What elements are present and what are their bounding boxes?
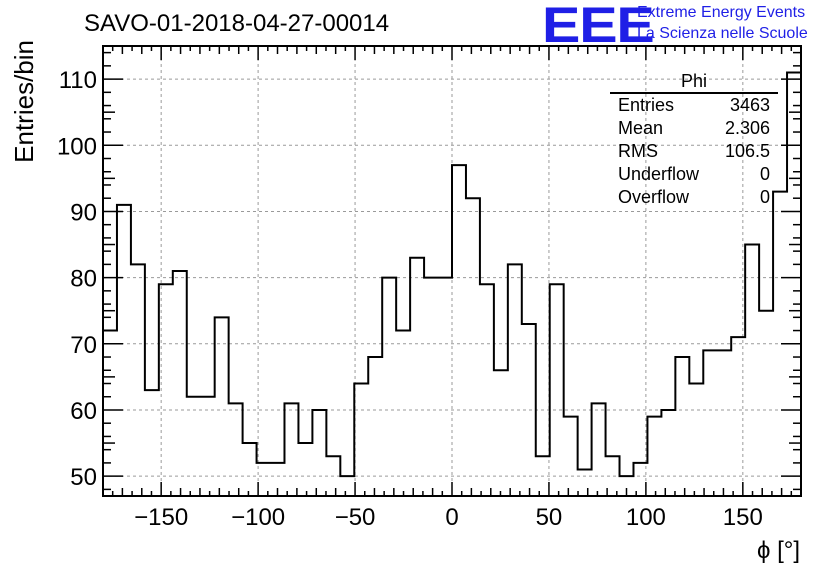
histogram-bin [522,324,536,496]
stats-label: Entries [618,95,675,115]
stats-value: 0 [759,187,770,207]
y-tick-label: 110 [59,67,97,94]
histogram-bin [759,311,773,496]
stats-label: RMS [618,141,658,161]
histogram-bin [438,278,452,496]
x-tick-label: −150 [134,504,188,531]
logo-line-2: La Scienza nelle Scuole [637,25,808,42]
eee-logo: EEE [542,0,655,53]
histogram-bin [159,284,173,496]
histogram-bin [550,284,564,496]
y-tick-label: 70 [70,332,97,359]
histogram-bin [787,72,801,496]
histogram-bin [620,476,634,496]
y-tick-label: 100 [57,133,97,160]
stats-label: Underflow [618,164,700,184]
histogram-bin [731,337,745,496]
stats-row-entries: Entries 3463 [610,94,778,117]
y-tick-label: 60 [70,398,97,425]
stats-value: 2.306 [724,118,770,138]
x-tick-label: 50 [536,504,563,531]
stats-value: 0 [759,164,770,184]
histogram-bin [606,456,620,496]
histogram-bin [243,443,257,496]
histogram-bin [480,284,494,496]
histogram-bin [187,397,201,496]
x-tick-label: 0 [445,504,458,531]
x-tick-label: −100 [231,504,285,531]
histogram-bin [578,470,592,496]
y-tick-label: 90 [70,199,97,226]
stats-title: Phi [610,70,778,94]
x-tick-labels: −150 −100 −50 0 50 100 150 [134,504,763,531]
histogram-bin [661,410,675,496]
x-tick-label: 150 [723,504,763,531]
stats-row-underflow: Underflow 0 [610,163,778,186]
x-tick-label: −50 [335,504,376,531]
histogram-bin [326,456,340,496]
histogram-bin [382,278,396,496]
histogram-bin [773,192,787,496]
histogram-bin [312,410,326,496]
histogram-bin [703,350,717,496]
stats-value: 106.5 [724,141,770,161]
stats-row-mean: Mean 2.306 [610,117,778,140]
stats-box: Phi Entries 3463 Mean 2.306 RMS 106.5 Un… [610,70,778,209]
histogram-bin [633,463,647,496]
stats-label: Mean [618,118,664,138]
histogram-bin [284,403,298,496]
histogram-bin [368,357,382,496]
stats-value: 3463 [729,95,770,115]
histogram-bin [592,403,606,496]
histogram-bin [745,245,759,496]
histogram-bin [117,205,131,496]
histogram-bin [396,331,410,496]
histogram-bin [424,278,438,496]
histogram-bin [564,417,578,496]
histogram-bin [257,463,271,496]
y-tick-label: 80 [70,266,97,293]
axis-ticks [103,46,801,496]
histogram-bin [271,463,285,496]
y-tick-label: 50 [70,464,97,491]
histogram-bin [508,264,522,496]
histogram-bin [298,443,312,496]
x-axis-label: ϕ [°] [757,537,800,564]
histogram-bin [173,271,187,496]
stats-label: Overflow [618,187,690,207]
histogram-bin [494,370,508,496]
histogram-bin [354,384,368,497]
histogram-bin [717,350,731,496]
histogram-step-line [103,71,801,478]
histogram-bin [103,331,117,496]
histogram-bin [229,403,243,496]
histogram-bin [536,456,550,496]
histogram-bin [145,390,159,496]
x-tick-label: 100 [626,504,666,531]
stats-row-rms: RMS 106.5 [610,140,778,163]
chart-title: SAVO-01-2018-04-27-00014 [84,10,390,37]
histogram-bin [647,417,661,496]
histogram-bin [340,476,354,496]
y-axis-label: Entries/bin [9,40,39,163]
histogram-bin [466,198,480,496]
histogram-bin [201,397,215,496]
stats-row-overflow: Overflow 0 [610,186,778,209]
y-tick-labels: 50 60 70 80 90 100 110 [57,67,97,491]
histogram-bin [689,384,703,497]
histogram-bin [410,258,424,496]
logo-line-1: Extreme Energy Events [637,4,806,21]
histogram-bin [675,357,689,496]
histogram-bin [131,264,145,496]
histogram-bin [452,165,466,496]
histogram-bin [215,317,229,496]
